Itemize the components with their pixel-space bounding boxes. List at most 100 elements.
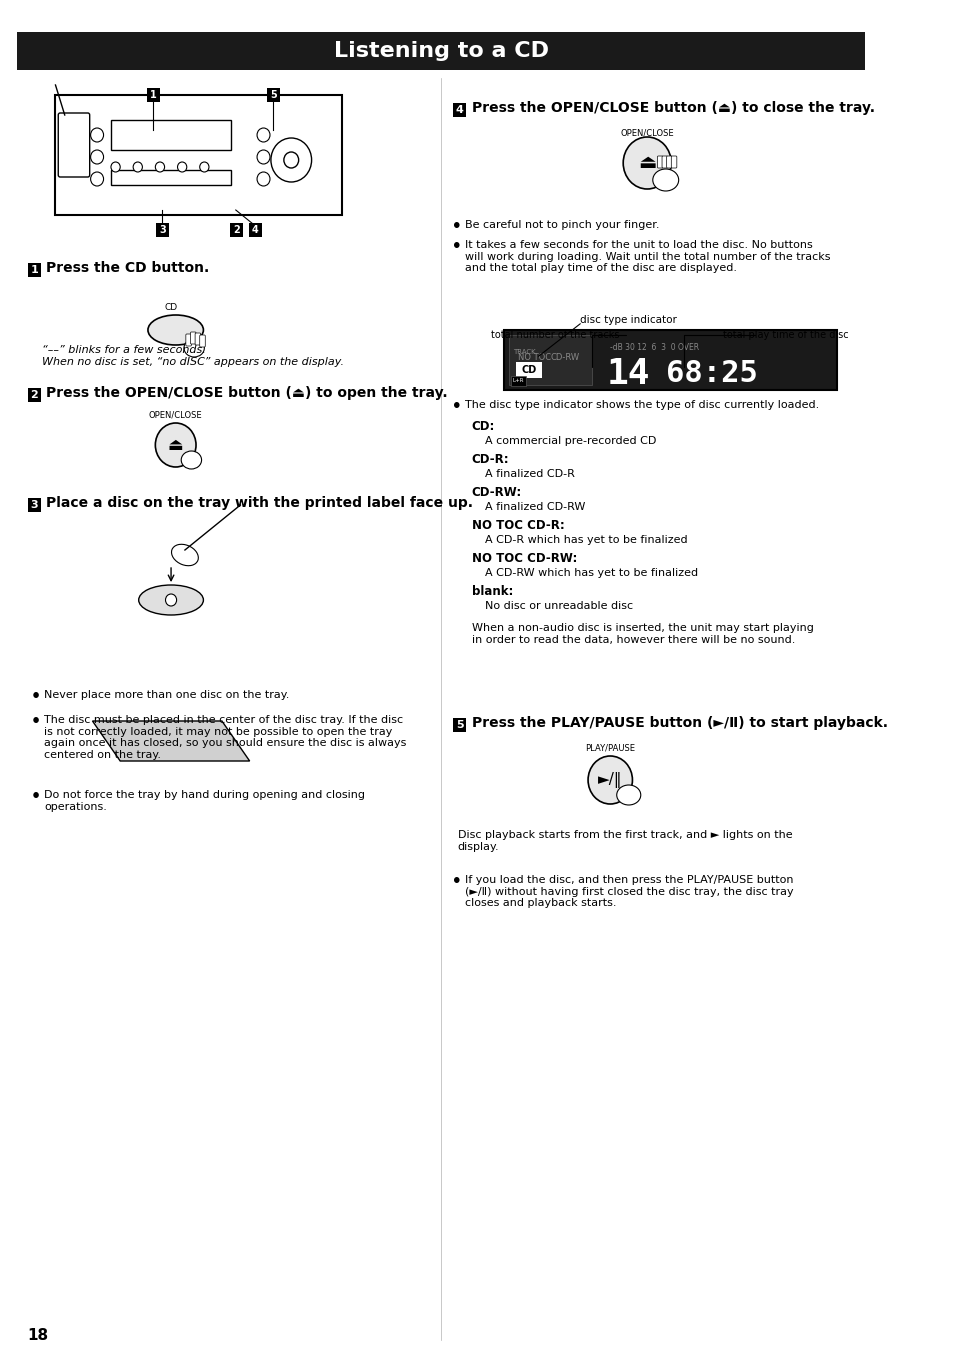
Polygon shape bbox=[92, 721, 250, 761]
Text: Listening to a CD: Listening to a CD bbox=[334, 41, 548, 61]
Text: Be careful not to pinch your finger.: Be careful not to pinch your finger. bbox=[465, 220, 659, 230]
Ellipse shape bbox=[138, 585, 203, 615]
Text: CD: CD bbox=[164, 304, 177, 312]
Text: The disc must be placed in the center of the disc tray. If the disc
is not corre: The disc must be placed in the center of… bbox=[45, 715, 406, 759]
Text: 14: 14 bbox=[606, 357, 650, 390]
FancyBboxPatch shape bbox=[28, 263, 41, 277]
Circle shape bbox=[91, 128, 104, 142]
Text: Press the OPEN/CLOSE button (⏏) to open the tray.: Press the OPEN/CLOSE button (⏏) to open … bbox=[46, 386, 447, 400]
Text: disc type indicator: disc type indicator bbox=[579, 315, 677, 326]
Circle shape bbox=[256, 128, 270, 142]
Circle shape bbox=[284, 153, 298, 168]
Text: 1: 1 bbox=[150, 91, 156, 100]
Circle shape bbox=[622, 136, 671, 189]
Text: If you load the disc, and then press the PLAY/PAUSE button
(►/Ⅱ) without having : If you load the disc, and then press the… bbox=[465, 875, 793, 908]
Text: When no disc is set, “no dISC” appears on the display.: When no disc is set, “no dISC” appears o… bbox=[42, 357, 343, 367]
Text: CD-RW:: CD-RW: bbox=[471, 486, 521, 499]
Text: CD:: CD: bbox=[471, 420, 495, 434]
FancyBboxPatch shape bbox=[199, 335, 205, 347]
FancyBboxPatch shape bbox=[516, 362, 541, 378]
Text: 2: 2 bbox=[30, 390, 38, 400]
Text: NO TOC CD-RW:: NO TOC CD-RW: bbox=[471, 553, 577, 565]
FancyBboxPatch shape bbox=[156, 223, 169, 236]
Circle shape bbox=[111, 162, 120, 172]
FancyBboxPatch shape bbox=[28, 388, 41, 403]
Circle shape bbox=[33, 717, 39, 723]
Text: Press the OPEN/CLOSE button (⏏) to close the tray.: Press the OPEN/CLOSE button (⏏) to close… bbox=[471, 101, 874, 115]
Text: The disc type indicator shows the type of disc currently loaded.: The disc type indicator shows the type o… bbox=[465, 400, 819, 409]
Text: NO TOC: NO TOC bbox=[517, 354, 550, 362]
Circle shape bbox=[199, 162, 209, 172]
Text: 5: 5 bbox=[270, 91, 276, 100]
FancyBboxPatch shape bbox=[508, 335, 591, 385]
Circle shape bbox=[155, 423, 195, 467]
FancyBboxPatch shape bbox=[511, 376, 525, 386]
Text: -dB 30 12  6  3  0 OVER: -dB 30 12 6 3 0 OVER bbox=[610, 343, 699, 353]
FancyBboxPatch shape bbox=[249, 223, 261, 236]
Circle shape bbox=[454, 877, 459, 884]
Circle shape bbox=[454, 222, 459, 228]
FancyBboxPatch shape bbox=[55, 95, 342, 215]
Text: When a non-audio disc is inserted, the unit may start playing
in order to read t: When a non-audio disc is inserted, the u… bbox=[471, 623, 813, 644]
Text: A CD-R which has yet to be finalized: A CD-R which has yet to be finalized bbox=[485, 535, 687, 544]
Circle shape bbox=[33, 792, 39, 798]
Text: CD-R:: CD-R: bbox=[471, 453, 509, 466]
Ellipse shape bbox=[616, 785, 640, 805]
Circle shape bbox=[91, 172, 104, 186]
FancyBboxPatch shape bbox=[111, 170, 231, 185]
Text: 1: 1 bbox=[30, 265, 38, 276]
Text: “––” blinks for a few seconds.: “––” blinks for a few seconds. bbox=[42, 345, 205, 355]
Text: Do not force the tray by hand during opening and closing
operations.: Do not force the tray by hand during ope… bbox=[45, 790, 365, 812]
Text: No disc or unreadable disc: No disc or unreadable disc bbox=[485, 601, 633, 611]
FancyBboxPatch shape bbox=[671, 155, 676, 168]
FancyBboxPatch shape bbox=[666, 155, 672, 168]
Text: Disc playback starts from the first track, and ► lights on the
display.: Disc playback starts from the first trac… bbox=[457, 830, 792, 851]
Circle shape bbox=[33, 692, 39, 698]
Text: Press the PLAY/PAUSE button (►/Ⅱ) to start playback.: Press the PLAY/PAUSE button (►/Ⅱ) to sta… bbox=[471, 716, 886, 730]
FancyBboxPatch shape bbox=[503, 330, 836, 390]
Ellipse shape bbox=[181, 451, 201, 469]
Text: CD-RW: CD-RW bbox=[550, 354, 578, 362]
Text: L+R: L+R bbox=[513, 378, 524, 384]
Ellipse shape bbox=[652, 169, 678, 190]
FancyBboxPatch shape bbox=[661, 155, 667, 168]
FancyBboxPatch shape bbox=[16, 32, 864, 70]
Text: PLAY/PAUSE: PLAY/PAUSE bbox=[584, 743, 635, 753]
Text: A finalized CD-R: A finalized CD-R bbox=[485, 469, 575, 480]
Text: 68:25: 68:25 bbox=[665, 359, 757, 389]
Ellipse shape bbox=[184, 339, 204, 357]
Circle shape bbox=[271, 138, 312, 182]
Text: 5: 5 bbox=[456, 720, 463, 730]
FancyBboxPatch shape bbox=[186, 334, 192, 346]
FancyBboxPatch shape bbox=[657, 155, 662, 168]
Circle shape bbox=[454, 242, 459, 249]
FancyBboxPatch shape bbox=[147, 88, 160, 101]
Circle shape bbox=[133, 162, 142, 172]
Text: Press the CD button.: Press the CD button. bbox=[46, 261, 210, 276]
Text: ►/‖: ►/‖ bbox=[598, 771, 622, 788]
Circle shape bbox=[256, 172, 270, 186]
Text: OPEN/CLOSE: OPEN/CLOSE bbox=[619, 128, 674, 138]
Circle shape bbox=[587, 757, 632, 804]
Circle shape bbox=[256, 150, 270, 163]
Text: Place a disc on the tray with the printed label face up.: Place a disc on the tray with the printe… bbox=[46, 496, 473, 509]
Text: total play time of the disc: total play time of the disc bbox=[722, 330, 848, 340]
Text: 4: 4 bbox=[456, 105, 463, 115]
FancyBboxPatch shape bbox=[453, 717, 465, 732]
Text: 4: 4 bbox=[252, 226, 258, 235]
Text: Never place more than one disc on the tray.: Never place more than one disc on the tr… bbox=[45, 690, 290, 700]
FancyBboxPatch shape bbox=[195, 332, 200, 345]
Text: It takes a few seconds for the unit to load the disc. No buttons
will work durin: It takes a few seconds for the unit to l… bbox=[465, 240, 830, 273]
Circle shape bbox=[155, 162, 165, 172]
Text: total number of the tracks: total number of the tracks bbox=[490, 330, 618, 340]
Text: blank:: blank: bbox=[471, 585, 513, 598]
Circle shape bbox=[177, 162, 187, 172]
Text: ⏏: ⏏ bbox=[168, 436, 183, 454]
Ellipse shape bbox=[172, 544, 198, 566]
Text: 18: 18 bbox=[28, 1328, 49, 1343]
Text: 3: 3 bbox=[30, 500, 38, 509]
Ellipse shape bbox=[148, 315, 203, 345]
FancyBboxPatch shape bbox=[453, 103, 465, 118]
Text: CD: CD bbox=[520, 365, 536, 376]
Text: TRACK: TRACK bbox=[513, 349, 536, 355]
